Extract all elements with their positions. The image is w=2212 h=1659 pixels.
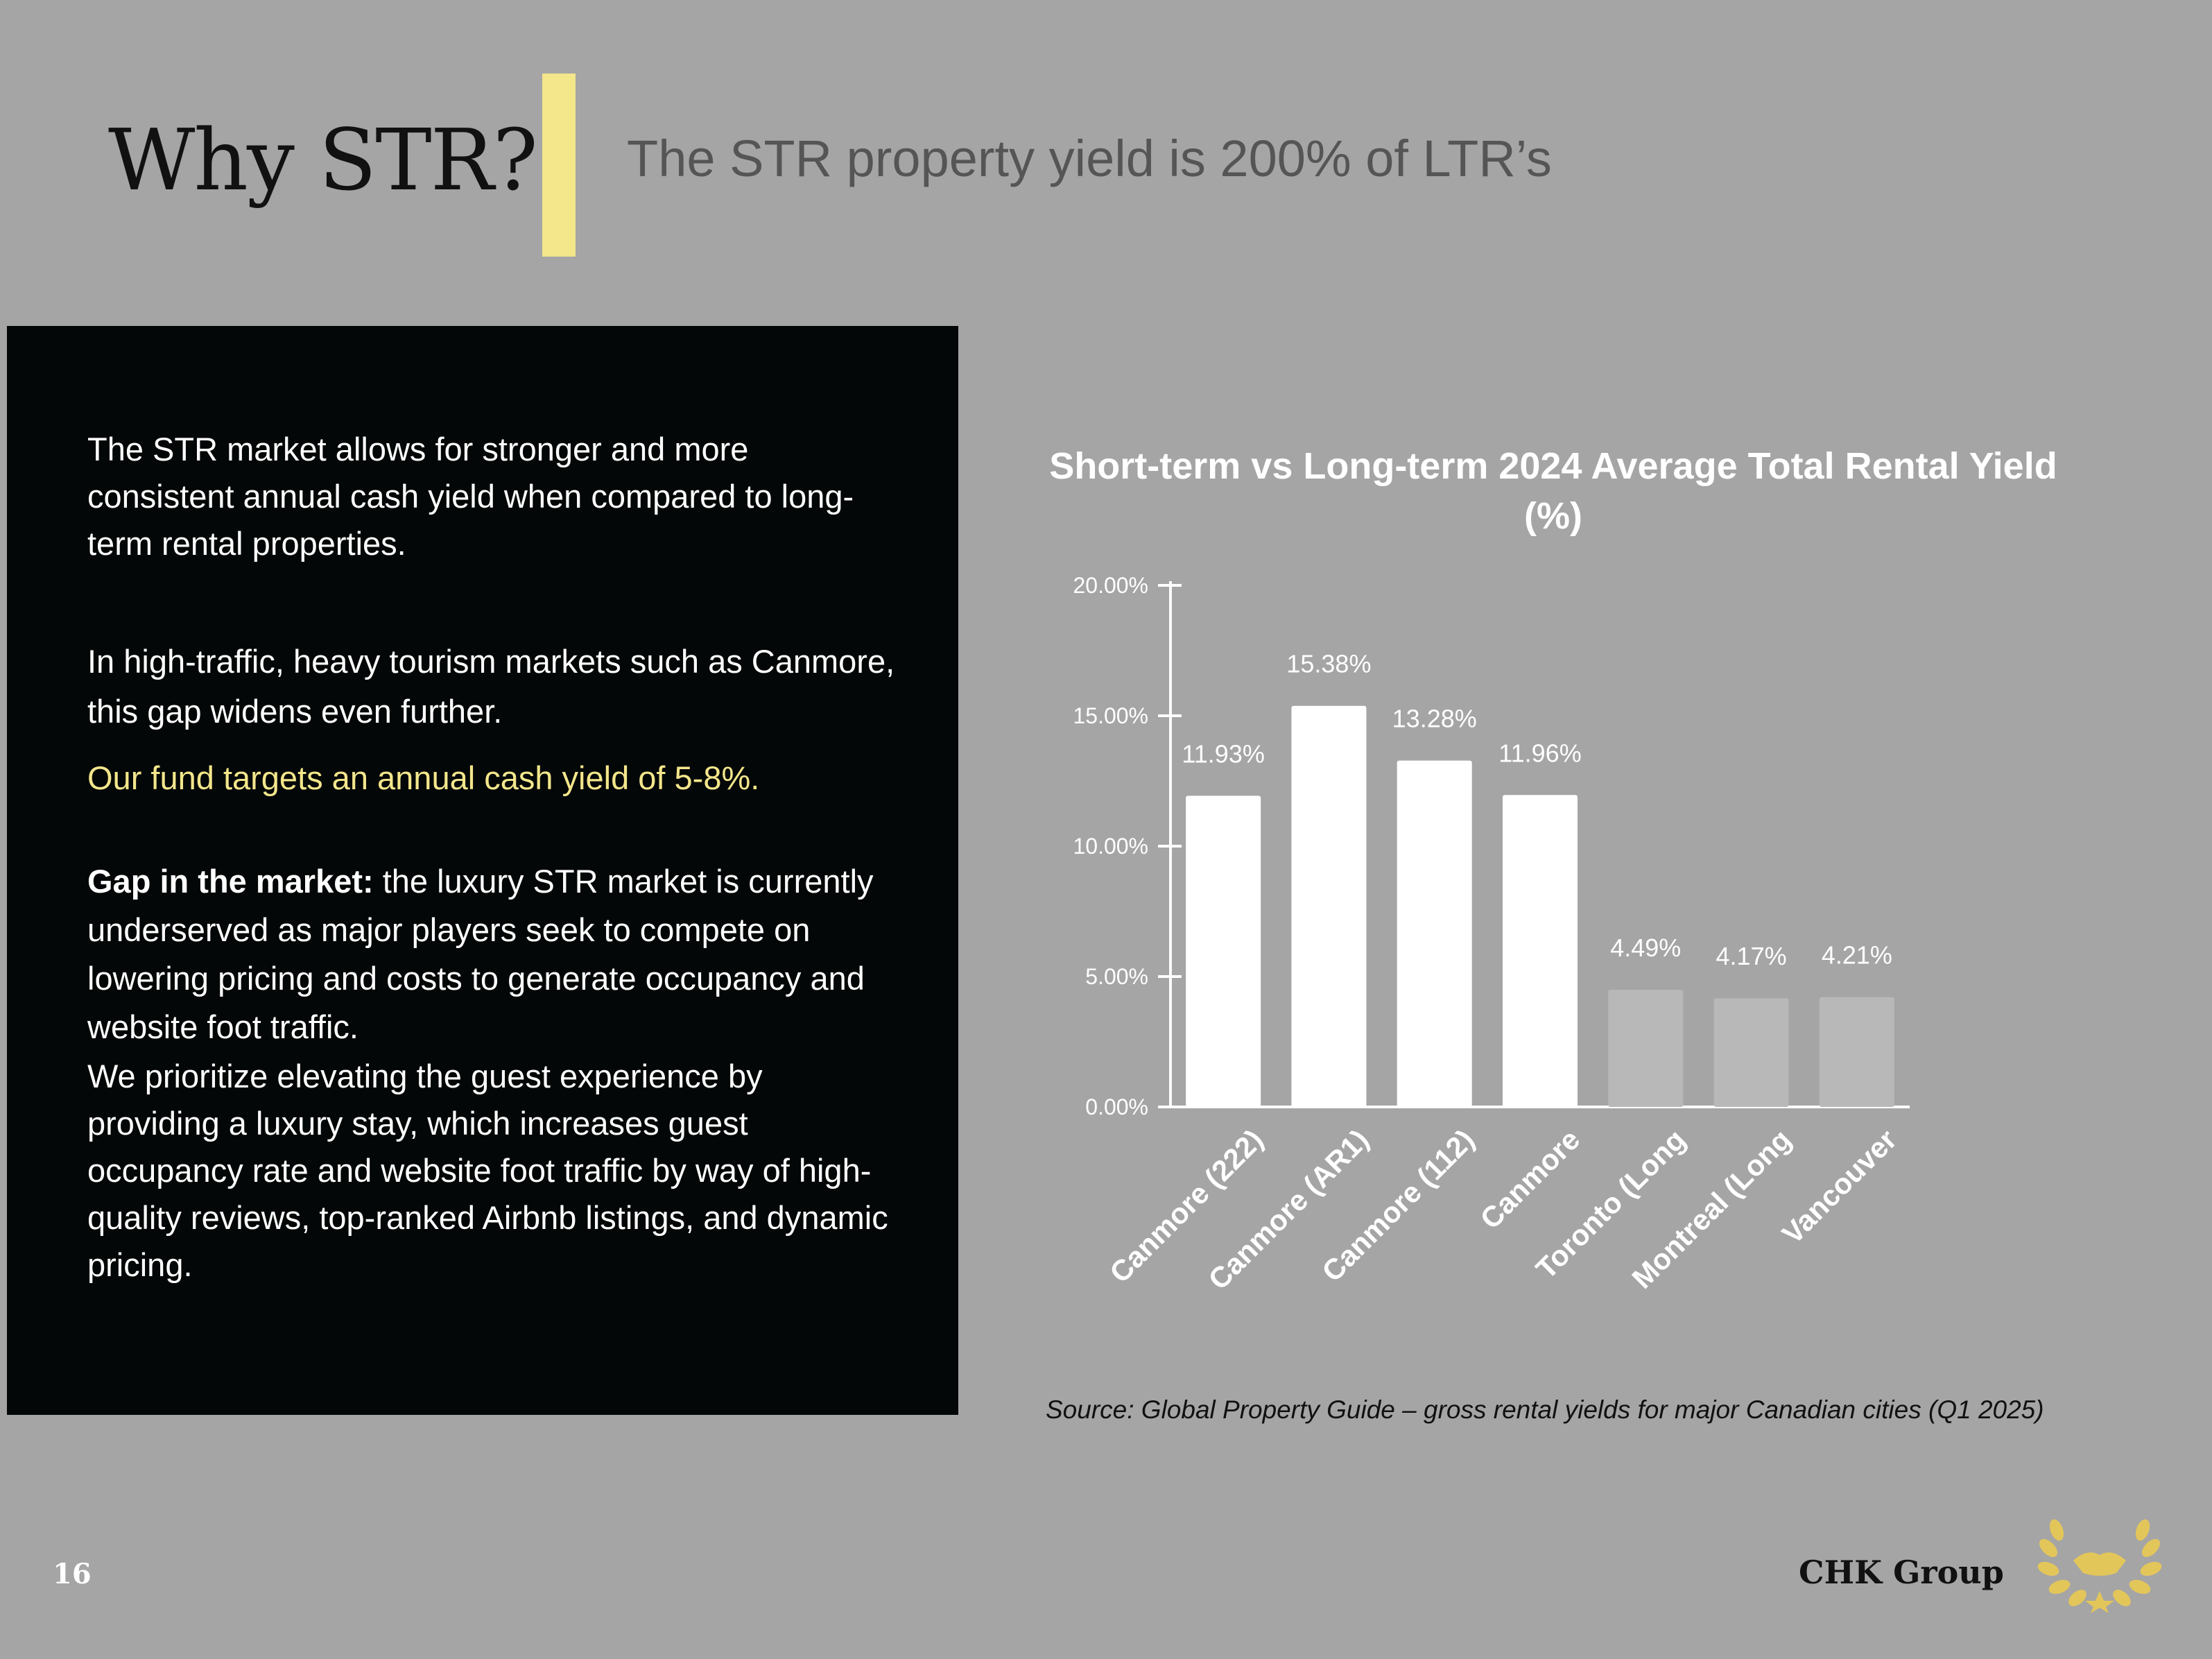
source-note: Source: Global Property Guide – gross re… xyxy=(1046,1395,2044,1424)
bar-value-label: 11.96% xyxy=(1498,739,1581,767)
paragraph-str-market: The STR market allows for stronger and m… xyxy=(87,431,854,562)
laurel-handshake-logo xyxy=(2037,1519,2162,1613)
y-tick-label: 20.00% xyxy=(1073,573,1148,598)
paragraph-fund-target: Our fund targets an annual cash yield of… xyxy=(87,759,760,796)
bar xyxy=(1186,796,1261,1107)
y-tick-label: 15.00% xyxy=(1073,703,1148,728)
bar-value-label: 13.28% xyxy=(1392,705,1477,733)
paragraph-guest-experience: We prioritize elevating the guest experi… xyxy=(87,1058,888,1283)
y-tick-label: 5.00% xyxy=(1085,964,1148,989)
y-tick-label: 10.00% xyxy=(1073,834,1148,859)
gap-text: the luxury STR market is currently under… xyxy=(87,863,874,1045)
bar xyxy=(1713,998,1789,1107)
bar-value-label: 4.21% xyxy=(1822,941,1892,970)
paragraph-gap-in-market: Gap in the market: the luxury STR market… xyxy=(87,857,899,1051)
text-panel: The STR market allows for stronger and m… xyxy=(7,326,958,1415)
page-number: 16 xyxy=(53,1558,92,1590)
bar xyxy=(1291,705,1367,1107)
chart-title: Short-term vs Long-term 2024 Average Tot… xyxy=(1049,445,2057,537)
x-tick-label: Vancouver xyxy=(1776,1123,1903,1250)
brand-name: CHK Group xyxy=(1799,1554,2004,1591)
gap-label: Gap in the market: xyxy=(87,863,374,900)
bar-value-label: 4.49% xyxy=(1610,934,1681,962)
x-tick-label: Canmore xyxy=(1474,1123,1586,1235)
bar-value-label: 15.38% xyxy=(1286,650,1371,678)
y-tick-label: 0.00% xyxy=(1085,1094,1148,1119)
page-subtitle: The STR property yield is 200% of LTR’s xyxy=(627,130,1552,187)
bar xyxy=(1503,795,1578,1107)
bar-value-label: 11.93% xyxy=(1182,739,1264,768)
bar xyxy=(1397,760,1472,1107)
title-divider-bar xyxy=(542,74,576,257)
bar-value-label: 4.17% xyxy=(1716,942,1787,970)
bar xyxy=(1608,990,1684,1107)
paragraph-tourism-markets: In high-traffic, heavy tourism markets s… xyxy=(87,643,895,730)
page-title: Why STR? xyxy=(108,111,538,209)
bar xyxy=(1819,997,1894,1107)
